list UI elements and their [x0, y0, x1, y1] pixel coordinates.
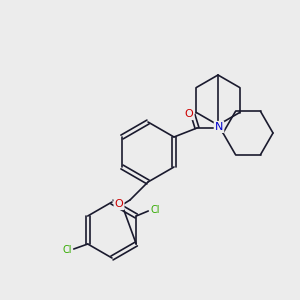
Text: Cl: Cl	[151, 205, 160, 215]
Text: Cl: Cl	[62, 245, 71, 255]
Text: O: O	[115, 199, 123, 209]
Text: O: O	[184, 109, 194, 119]
Text: N: N	[215, 122, 223, 132]
